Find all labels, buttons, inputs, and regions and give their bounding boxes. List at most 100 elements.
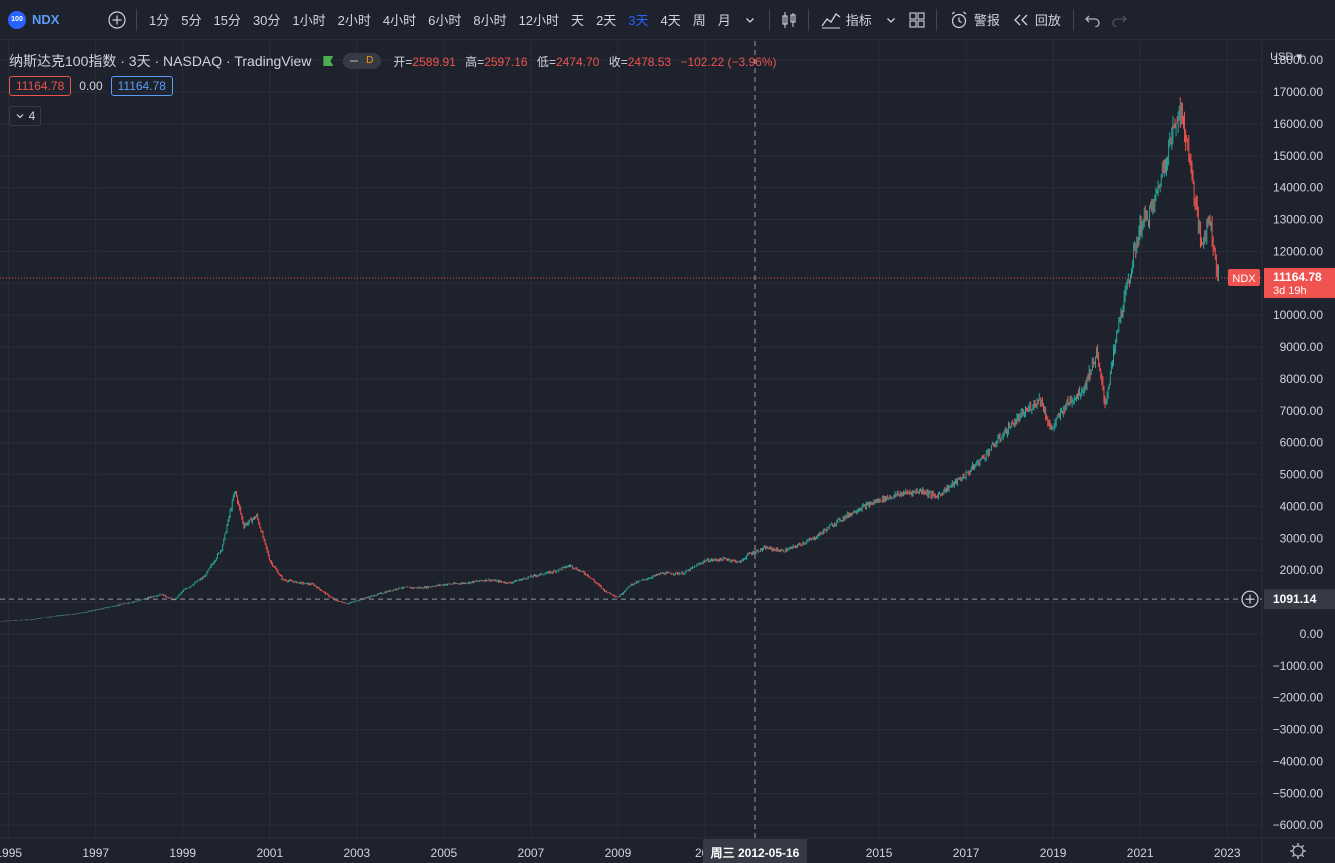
interval-14[interactable]: 周 xyxy=(692,13,706,28)
settings-gear-tooth xyxy=(1301,854,1305,858)
x-tick-label: 1997 xyxy=(82,846,109,860)
toolbar-separator xyxy=(807,8,809,31)
countdown-text: 3d 19h xyxy=(1273,285,1307,297)
alert-label: 警报 xyxy=(973,13,1000,28)
change-value: −102.22 (−3.96%) xyxy=(680,54,777,69)
legend-title: 纳斯达克100指数 · 3天 · NASDAQ · TradingView xyxy=(9,53,312,69)
last-price-badge xyxy=(1264,268,1335,299)
indicators-icon xyxy=(821,12,841,28)
y-tick-label: 2000.00 xyxy=(1280,563,1324,577)
interval-6[interactable]: 4小时 xyxy=(382,13,417,28)
replay-button[interactable]: 回放 xyxy=(1006,0,1067,40)
chart-type-button[interactable] xyxy=(776,0,802,40)
y-tick-label: −2000.00 xyxy=(1273,691,1324,705)
last-symbol-badge xyxy=(1228,269,1260,287)
high-value: 2597.16 xyxy=(484,54,528,69)
alert-button[interactable]: 警报 xyxy=(943,0,1006,40)
interval-10[interactable]: 天 xyxy=(571,13,585,28)
interval-5[interactable]: 2小时 xyxy=(337,13,371,28)
interval-2[interactable]: 15分 xyxy=(213,13,241,28)
layout-icon xyxy=(909,11,925,28)
redo-button[interactable] xyxy=(1106,0,1132,40)
indicators-dropdown-button[interactable] xyxy=(878,0,904,40)
interval-4[interactable]: 1小时 xyxy=(292,13,326,28)
low-value: 2474.70 xyxy=(555,54,600,69)
candle-series xyxy=(0,97,1219,622)
interval-12[interactable]: 3天 xyxy=(628,13,649,28)
y-tick-label: 13000.00 xyxy=(1273,213,1323,227)
settings-gear-icon[interactable] xyxy=(1292,845,1304,857)
add-symbol-button[interactable] xyxy=(104,0,130,40)
toolbar-separator xyxy=(1072,8,1074,31)
high-label: 高 xyxy=(465,54,478,69)
interval-15[interactable]: 月 xyxy=(717,13,731,28)
layout-button[interactable] xyxy=(904,0,930,40)
settings-gear-tooth xyxy=(1291,844,1295,848)
interval-dropdown-button[interactable] xyxy=(737,0,763,40)
collapse-count: 4 xyxy=(28,109,36,123)
symbol-logo: 100 xyxy=(8,10,26,29)
x-tick-label: 1995 xyxy=(0,846,22,860)
y-tick-label: 6000.00 xyxy=(1280,436,1324,450)
replay-label: 回放 xyxy=(1034,13,1061,28)
x-tick-label: 1999 xyxy=(169,846,196,860)
chevron-down-icon xyxy=(745,17,754,23)
undo-icon xyxy=(1084,15,1100,27)
x-tick-label: 2017 xyxy=(953,846,980,860)
y-tick-label: 0.00 xyxy=(1300,627,1324,641)
toolbar-separator xyxy=(768,8,770,31)
data-status-toggle[interactable]: D xyxy=(343,53,382,69)
interval-9[interactable]: 12小时 xyxy=(518,13,560,28)
candles-icon xyxy=(782,11,796,28)
y-tick-label: −4000.00 xyxy=(1273,754,1324,768)
x-tick-label: 2015 xyxy=(866,846,893,860)
close-label: 收 xyxy=(608,54,621,69)
value-badge-red: 11164.78 xyxy=(9,76,72,96)
interval-7[interactable]: 6小时 xyxy=(428,13,462,28)
interval-0[interactable]: 1分 xyxy=(149,13,170,28)
crosshair-price-text: 1091.14 xyxy=(1273,592,1317,606)
interval-3[interactable]: 30分 xyxy=(252,13,281,28)
y-tick-label: 7000.00 xyxy=(1280,404,1324,418)
interval-11[interactable]: 2天 xyxy=(596,13,617,28)
low-label: 低 xyxy=(536,54,549,69)
price-chart[interactable]: 18000.00 17000.00 16000.00 15000.00 14000.00… xyxy=(0,41,1335,863)
crosshair-time-text: 周三 2012-05-16 xyxy=(711,846,800,860)
x-tick-label: 2019 xyxy=(1040,846,1067,860)
x-tick-label: 2007 xyxy=(518,846,545,860)
ohlc-values: 开=2589.91 高=2597.16 低=2474.70 收=2478.53 … xyxy=(393,54,777,69)
y-tick-label: −5000.00 xyxy=(1273,786,1324,800)
interval-1[interactable]: 5分 xyxy=(181,13,202,28)
value-badge-mid: 0.00 xyxy=(79,79,103,93)
top-toolbar: 100 NDX 1分 5分 15分 30分 1小时 2小时 4小时 6小时 8小时 12小时天 2天… xyxy=(0,0,1335,40)
y-tick-label: −3000.00 xyxy=(1273,723,1324,737)
collapse-indicators-button[interactable]: 4 xyxy=(9,106,41,126)
y-tick-label: −6000.00 xyxy=(1273,818,1324,832)
currency-label[interactable]: USD ▾ xyxy=(1270,51,1302,63)
y-tick-label: 14000.00 xyxy=(1273,181,1323,195)
symbol-search[interactable]: 100 NDX xyxy=(8,10,104,29)
chevron-down-icon xyxy=(16,114,24,119)
interval-8[interactable]: 8小时 xyxy=(473,13,507,28)
flag-icon[interactable] xyxy=(323,56,334,66)
chevron-down-icon xyxy=(886,17,895,23)
x-tick-label: 2009 xyxy=(605,846,632,860)
interval-list: 1分 5分 15分 30分 1小时 2小时 4小时 6小时 8小时 12小时天 2天 3天 4天周月 xyxy=(143,0,737,40)
add-symbol-icon xyxy=(108,10,126,29)
interval-13[interactable]: 4天 xyxy=(660,13,681,28)
y-tick-label: 15000.00 xyxy=(1273,149,1323,163)
y-tick-label: 4000.00 xyxy=(1280,499,1324,513)
toolbar-separator xyxy=(935,8,937,31)
x-tick-label: 2001 xyxy=(256,846,283,860)
y-tick-label: 12000.00 xyxy=(1273,244,1323,258)
settings-gear-tooth xyxy=(1291,854,1295,858)
settings-gear-tooth xyxy=(1301,844,1305,848)
crosshair-price-badge xyxy=(1264,589,1335,610)
undo-button[interactable] xyxy=(1080,0,1106,40)
indicators-button[interactable]: 指标 xyxy=(815,0,878,40)
last-price-text: 11164.78 xyxy=(1273,270,1322,284)
pill-letter: D xyxy=(366,55,374,66)
x-tick-label: 2023 xyxy=(1214,846,1241,860)
x-tick-label: 2003 xyxy=(343,846,370,860)
y-tick-label: 10000.00 xyxy=(1273,308,1323,322)
